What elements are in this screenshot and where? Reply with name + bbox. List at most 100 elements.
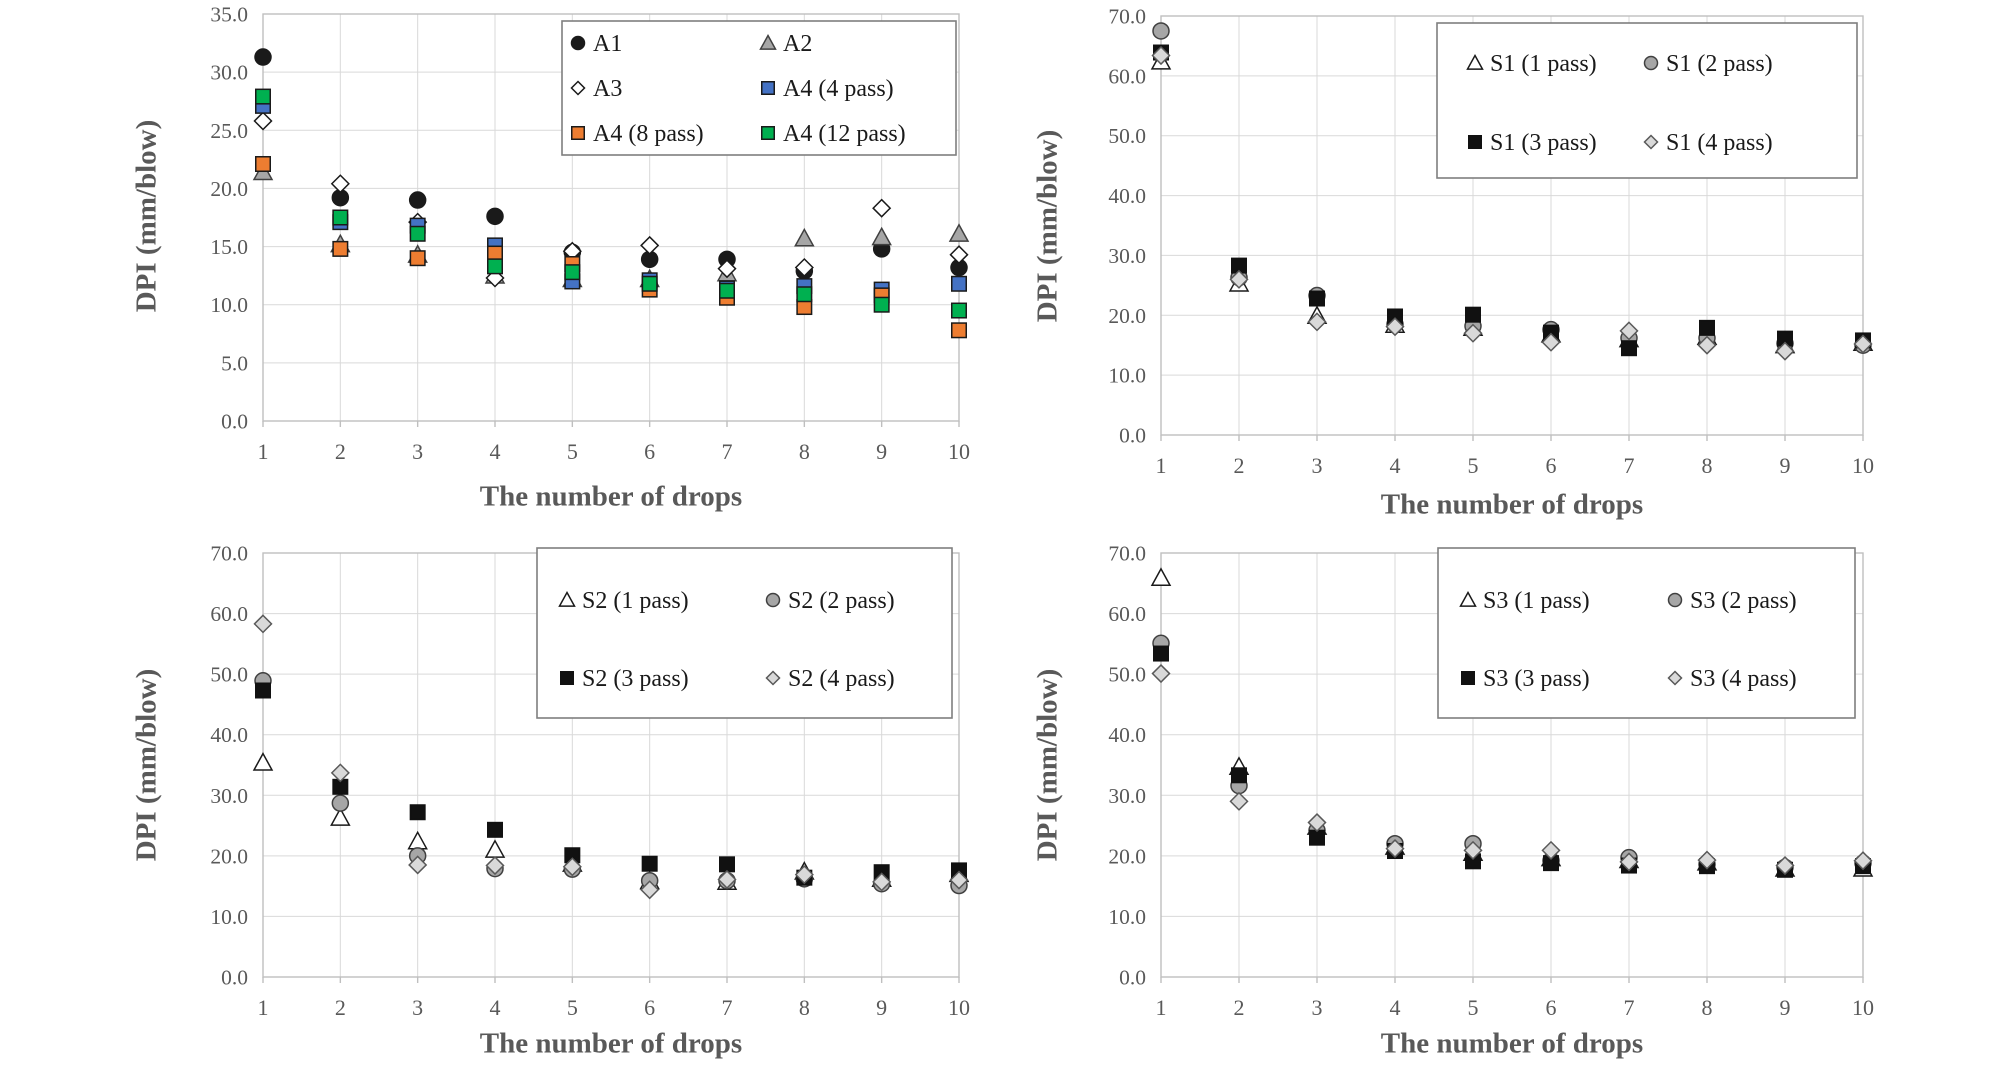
svg-text:3: 3 xyxy=(412,439,423,464)
svg-text:10.0: 10.0 xyxy=(210,905,248,929)
y-tick-labels: 0.0 10.0 20.0 30.0 40.0 50.0 60.0 70.0 xyxy=(1108,542,1146,990)
data-point-square xyxy=(1309,829,1325,846)
data-point-square xyxy=(951,302,967,319)
svg-text:5: 5 xyxy=(1468,995,1479,1020)
legend-item: A4 (8 pass) xyxy=(571,121,704,147)
legend-label: S2 (2 pass) xyxy=(788,588,895,614)
legend-item: S3 (3 pass) xyxy=(1461,666,1590,692)
svg-text:2: 2 xyxy=(335,995,346,1020)
legend: S3 (1 pass) S3 (2 pass) S3 (3 pass) S3 (4 p… xyxy=(1437,547,1856,719)
legend-label: S1 (4 pass) xyxy=(1666,130,1773,156)
legend-label: A4 (8 pass) xyxy=(593,121,704,147)
svg-text:5.0: 5.0 xyxy=(221,351,248,375)
svg-text:40.0: 40.0 xyxy=(1108,184,1146,208)
y-tick-labels: 0.0 10.0 20.0 30.0 40.0 50.0 60.0 70.0 xyxy=(210,542,248,990)
data-point-triangle xyxy=(871,226,892,246)
data-point-square xyxy=(409,225,426,242)
data-point-circle xyxy=(331,794,350,812)
data-point-triangle xyxy=(794,227,815,247)
svg-text:8: 8 xyxy=(1702,995,1713,1020)
svg-text:7: 7 xyxy=(1624,995,1635,1020)
svg-text:9: 9 xyxy=(876,439,887,464)
svg-text:10: 10 xyxy=(948,995,970,1020)
svg-text:1: 1 xyxy=(258,995,269,1020)
series-A4 (8 pass) xyxy=(255,156,967,339)
legend-label: A4 (12 pass) xyxy=(783,121,906,147)
chart-a-x-axis-title: The number of drops xyxy=(479,480,743,513)
svg-text:9: 9 xyxy=(1780,995,1791,1020)
legend-label: S3 (1 pass) xyxy=(1483,588,1590,614)
data-point-diamond xyxy=(1541,840,1561,860)
svg-text:4: 4 xyxy=(1390,995,1401,1020)
data-point-square xyxy=(1231,767,1247,784)
svg-text:30.0: 30.0 xyxy=(210,784,248,808)
svg-text:9: 9 xyxy=(1780,453,1791,478)
data-point-circle xyxy=(765,592,781,608)
legend-box xyxy=(1436,22,1858,179)
svg-text:10: 10 xyxy=(1852,453,1874,478)
data-point-diamond xyxy=(1643,134,1659,150)
svg-text:30.0: 30.0 xyxy=(1108,244,1146,268)
svg-text:7: 7 xyxy=(722,439,733,464)
data-point-circle xyxy=(486,207,504,226)
data-point-square xyxy=(1699,319,1715,336)
series-S3 (4 pass) xyxy=(1151,663,1873,876)
svg-text:2: 2 xyxy=(1234,995,1245,1020)
svg-text:5: 5 xyxy=(1468,453,1479,478)
legend-item: A4 (4 pass) xyxy=(761,76,894,102)
legend-item: S3 (1 pass) xyxy=(1459,588,1590,614)
data-point-diamond xyxy=(1667,670,1683,686)
chart-s2: 0.0 10.0 20.0 30.0 40.0 50.0 60.0 70.0 1 2 3 4 5 6 7 8 9… xyxy=(210,542,970,1021)
svg-text:70.0: 70.0 xyxy=(210,542,248,566)
chart-s1: 0.0 10.0 20.0 30.0 40.0 50.0 60.0 70.0 1 2 3 4 5 6 7 8 9… xyxy=(1108,5,1874,479)
data-point-diamond xyxy=(1463,323,1483,343)
legend-label: S3 (2 pass) xyxy=(1690,588,1797,614)
data-point-square xyxy=(255,682,271,699)
data-point-square xyxy=(1465,306,1481,323)
data-point-circle xyxy=(254,48,272,66)
series-S2 (4 pass) xyxy=(253,614,969,900)
data-point-diamond xyxy=(794,865,814,885)
chart-s1-x-axis-title: The number of drops xyxy=(1380,488,1644,521)
data-point-diamond xyxy=(1229,791,1249,811)
data-point-diamond xyxy=(1775,855,1795,876)
chart-s1-y-axis-title: DPI (mm/blow) xyxy=(1031,129,1064,323)
legend: S1 (1 pass) S1 (2 pass) S1 (3 pass) S1 (4 p… xyxy=(1436,22,1858,179)
y-tick-labels: 0.0 5.0 10.0 15.0 20.0 25.0 30.0 35.0 xyxy=(210,3,248,434)
data-point-diamond xyxy=(872,872,892,892)
legend: S2 (1 pass) S2 (2 pass) S2 (3 pass) S2 (4 p… xyxy=(536,547,953,719)
svg-text:50.0: 50.0 xyxy=(210,663,248,687)
svg-text:1: 1 xyxy=(258,439,269,464)
data-point-square xyxy=(719,856,735,873)
x-tick-labels: 1 2 3 4 5 6 7 8 9 10 xyxy=(1156,453,1875,478)
svg-text:60.0: 60.0 xyxy=(210,602,248,626)
data-point-diamond xyxy=(1307,312,1327,332)
data-point-square xyxy=(332,209,349,226)
legend-item: S2 (4 pass) xyxy=(765,666,895,692)
data-point-square xyxy=(409,250,426,267)
data-point-diamond xyxy=(408,855,428,875)
chart-s3-x-axis-title: The number of drops xyxy=(1380,1027,1644,1060)
legend-item: S3 (2 pass) xyxy=(1667,588,1797,614)
svg-text:4: 4 xyxy=(1390,453,1401,478)
svg-text:0.0: 0.0 xyxy=(221,966,248,990)
data-point-diamond xyxy=(1385,317,1405,337)
svg-text:70.0: 70.0 xyxy=(1108,5,1146,29)
data-point-circle xyxy=(570,35,586,51)
data-point-triangle xyxy=(407,830,428,850)
data-point-diamond xyxy=(562,857,582,877)
svg-text:4: 4 xyxy=(490,439,501,464)
data-point-circle xyxy=(408,191,427,209)
data-point-diamond xyxy=(640,235,660,255)
data-point-diamond xyxy=(330,174,350,194)
legend-label: S2 (1 pass) xyxy=(582,588,689,614)
svg-text:30.0: 30.0 xyxy=(1108,784,1146,808)
x-tick-labels: 1 2 3 4 5 6 7 8 9 10 xyxy=(1156,995,1875,1020)
data-point-triangle xyxy=(558,590,576,607)
svg-text:1: 1 xyxy=(1156,995,1167,1020)
data-point-circle xyxy=(1152,22,1170,40)
svg-text:2: 2 xyxy=(1234,453,1245,478)
svg-text:9: 9 xyxy=(876,995,887,1020)
data-point-square xyxy=(1153,645,1169,662)
data-point-triangle xyxy=(330,807,351,826)
